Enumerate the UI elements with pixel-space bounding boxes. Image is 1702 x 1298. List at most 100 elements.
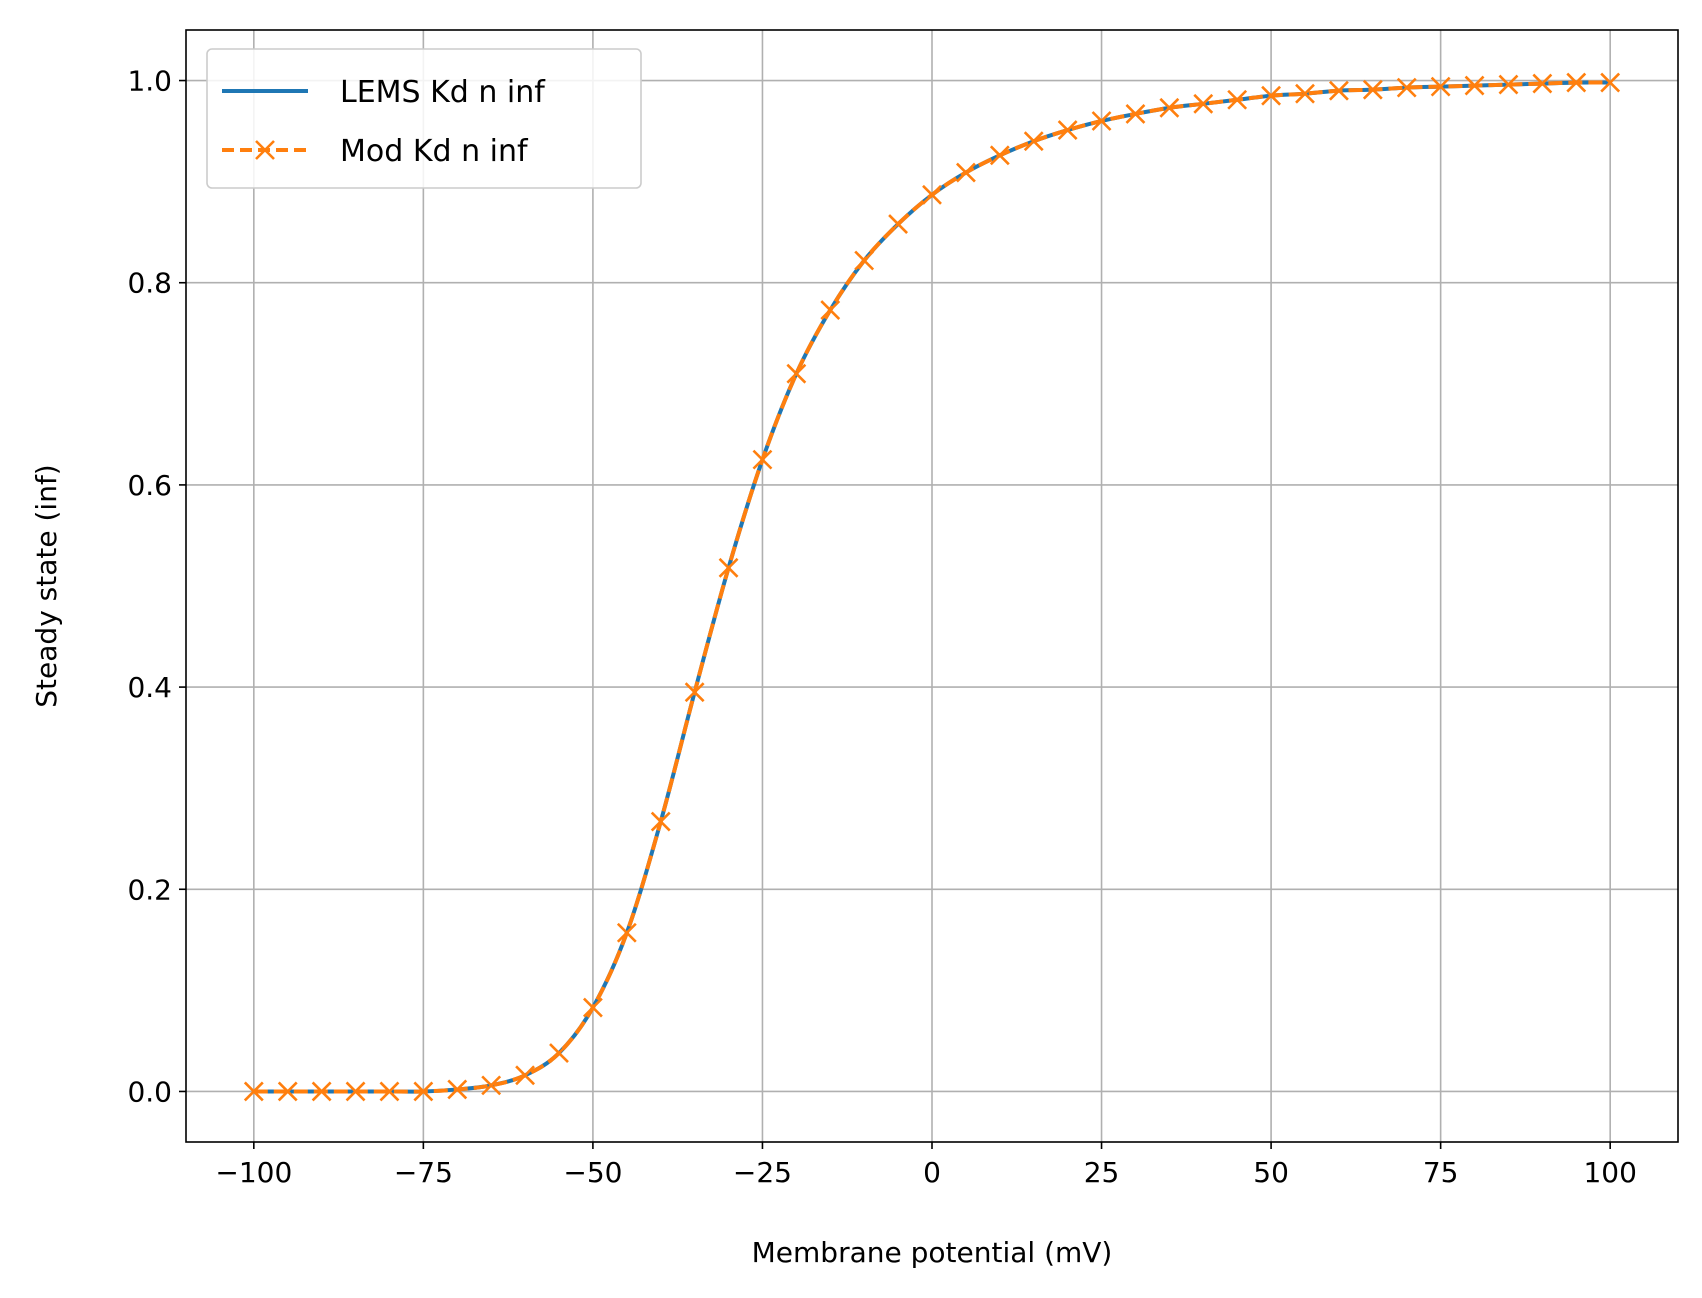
x-tick-label: 50 [1253, 1156, 1289, 1189]
marker-stroke [311, 1081, 332, 1102]
data-point-marker [549, 1043, 569, 1063]
marker-stroke [277, 1081, 298, 1102]
marker-stroke [549, 1043, 569, 1063]
marker-stroke [1464, 75, 1485, 96]
data-point-marker [1295, 83, 1315, 104]
legend-label-mod: Mod Kd n inf [340, 134, 529, 169]
marker-stroke [922, 184, 942, 205]
data-point-marker [650, 811, 671, 832]
data-point-marker [1600, 72, 1621, 93]
marker-stroke [1125, 103, 1146, 124]
data-point-marker [1430, 76, 1451, 97]
x-tick-label: −75 [394, 1156, 453, 1189]
data-point-marker [786, 363, 807, 384]
data-point-marker [243, 1081, 264, 1102]
marker-stroke [616, 922, 637, 943]
marker-stroke [955, 162, 976, 183]
y-tick-label: 0.6 [127, 469, 172, 502]
plot-series [243, 72, 1621, 1102]
marker-stroke [379, 1081, 400, 1102]
data-point-marker [345, 1081, 366, 1102]
marker-stroke [1430, 76, 1451, 97]
legend-x-marker [255, 140, 275, 160]
marker-stroke [1159, 97, 1180, 118]
data-point-marker [447, 1079, 468, 1100]
x-tick-label: −50 [563, 1156, 622, 1189]
data-point-marker [1227, 89, 1248, 110]
data-point-marker [1464, 75, 1485, 96]
data-point-marker [854, 250, 875, 271]
marker-stroke [684, 682, 705, 703]
x-tick-label: −25 [733, 1156, 792, 1189]
data-point-marker [1091, 111, 1112, 131]
data-point-marker [1193, 93, 1214, 114]
marker-stroke [752, 449, 773, 470]
marker-stroke [1328, 80, 1349, 101]
data-point-marker [989, 145, 1010, 166]
data-point-marker [1328, 80, 1349, 101]
legend-box [206, 48, 642, 189]
marker-stroke [820, 300, 841, 320]
data-point-marker [1261, 85, 1282, 106]
y-tick-label: 0.4 [127, 671, 172, 704]
marker-stroke [1600, 72, 1621, 93]
y-axis-label: Steady state (inf) [30, 464, 63, 707]
y-tick-label: 1.0 [127, 65, 172, 98]
data-point-marker [1396, 77, 1417, 98]
x-tick-label: 0 [923, 1156, 941, 1189]
marker-stroke [243, 1081, 264, 1102]
marker-stroke [650, 811, 671, 832]
marker-stroke [255, 140, 275, 160]
legend-label-lems: LEMS Kd n inf [340, 75, 546, 110]
legend: LEMS Kd n inf Mod Kd n inf [206, 48, 642, 189]
marker-stroke [1566, 72, 1587, 93]
x-tick-label: 25 [1084, 1156, 1120, 1189]
legend-marker-mod [255, 140, 275, 160]
data-point-marker [888, 214, 909, 235]
marker-stroke [1261, 85, 1282, 106]
data-point-marker [1362, 79, 1383, 100]
marker-stroke [345, 1081, 366, 1102]
data-point-marker [752, 449, 773, 470]
marker-stroke [447, 1079, 468, 1100]
marker-stroke [582, 997, 603, 1018]
marker-stroke [1193, 93, 1214, 114]
data-point-marker [1566, 72, 1587, 93]
marker-stroke [1057, 120, 1078, 140]
data-point-marker [277, 1081, 298, 1102]
data-point-marker [379, 1081, 400, 1102]
data-point-marker [515, 1065, 536, 1086]
data-point-marker [481, 1075, 502, 1096]
data-point-marker [311, 1081, 332, 1102]
marker-stroke [1295, 83, 1315, 104]
axis-ticks: −100 −75 −50 −25 0 25 50 75 100 0.0 0.2 0.4 0.6 0.8 1.… [127, 65, 1636, 1189]
grid [186, 30, 1678, 1142]
marker-stroke [1532, 73, 1553, 94]
marker-stroke [481, 1075, 502, 1096]
x-tick-label: 75 [1423, 1156, 1459, 1189]
data-point-marker [820, 300, 841, 320]
marker-stroke [1498, 74, 1519, 95]
y-tick-label: 0.8 [127, 267, 172, 300]
marker-stroke [854, 250, 875, 271]
data-point-marker [718, 557, 739, 578]
marker-stroke [1362, 79, 1383, 100]
marker-stroke [1227, 89, 1248, 110]
marker-stroke [515, 1065, 536, 1086]
data-point-marker [413, 1081, 434, 1102]
data-point-marker [1532, 73, 1553, 94]
y-tick-label: 0.0 [127, 1075, 172, 1108]
y-tick-label: 0.2 [127, 873, 172, 906]
data-point-marker [922, 184, 942, 205]
data-point-marker [684, 682, 705, 703]
data-point-marker [1159, 97, 1180, 118]
marker-stroke [888, 214, 909, 235]
data-point-marker [1023, 131, 1044, 152]
marker-stroke [1396, 77, 1417, 98]
data-point-marker [616, 922, 637, 943]
x-tick-label: −100 [215, 1156, 292, 1189]
data-point-marker [1057, 120, 1078, 140]
marker-stroke [413, 1081, 434, 1102]
